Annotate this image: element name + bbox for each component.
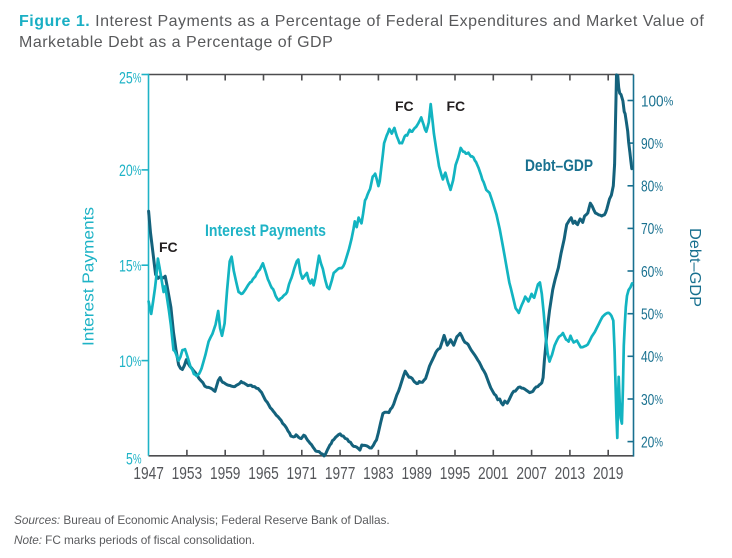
svg-text:25%: 25% [119, 69, 142, 88]
svg-text:1965: 1965 [248, 463, 279, 483]
svg-text:1959: 1959 [210, 463, 241, 483]
svg-text:1977: 1977 [325, 463, 356, 483]
svg-text:1983: 1983 [363, 463, 394, 483]
svg-text:60%: 60% [641, 264, 663, 281]
svg-text:10%: 10% [119, 352, 142, 371]
svg-text:FC: FC [447, 98, 466, 114]
svg-text:FC: FC [395, 98, 414, 114]
svg-text:40%: 40% [641, 349, 663, 366]
svg-text:2013: 2013 [555, 463, 586, 483]
svg-text:1953: 1953 [172, 463, 203, 483]
svg-text:2007: 2007 [516, 463, 547, 483]
svg-text:15%: 15% [119, 256, 142, 275]
svg-text:1971: 1971 [287, 463, 318, 483]
svg-text:5%: 5% [126, 449, 142, 468]
svg-text:Interest Payments: Interest Payments [205, 222, 326, 240]
svg-text:2001: 2001 [478, 463, 509, 483]
svg-text:2019: 2019 [593, 463, 624, 483]
svg-text:50%: 50% [641, 307, 663, 324]
svg-text:80%: 80% [641, 179, 663, 196]
svg-text:Interest Payments: Interest Payments [81, 207, 98, 346]
svg-text:90%: 90% [641, 136, 663, 153]
svg-text:100%: 100% [641, 93, 673, 110]
svg-text:1989: 1989 [401, 463, 432, 483]
svg-text:20%: 20% [119, 161, 142, 180]
svg-text:30%: 30% [641, 392, 663, 409]
svg-text:1995: 1995 [440, 463, 471, 483]
svg-text:70%: 70% [641, 221, 663, 238]
svg-text:Debt–GDP: Debt–GDP [686, 228, 703, 307]
svg-text:FC: FC [159, 239, 178, 255]
svg-text:Debt–GDP: Debt–GDP [525, 157, 593, 175]
svg-text:20%: 20% [641, 434, 663, 451]
svg-text:1947: 1947 [133, 463, 164, 483]
